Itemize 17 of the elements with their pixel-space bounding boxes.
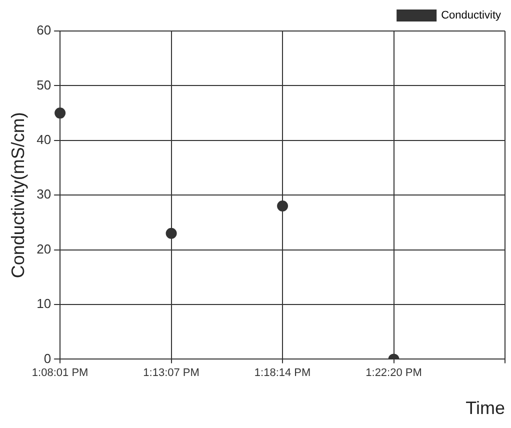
y-tick-label: 10 bbox=[36, 296, 52, 312]
x-tick-label: 1:13:07 PM bbox=[143, 366, 200, 379]
y-tick-label: 50 bbox=[36, 77, 52, 92]
point bbox=[54, 108, 66, 119]
y-tick-label: 60 bbox=[36, 22, 52, 38]
y-tick-label: 30 bbox=[36, 186, 52, 202]
point bbox=[166, 228, 177, 239]
y-tick-label: 0 bbox=[44, 350, 52, 366]
y-tick-label: 40 bbox=[36, 132, 52, 147]
x-tick-label: 1:08:01 PM bbox=[32, 366, 88, 379]
x-tick-label: 1:18:14 PM bbox=[254, 366, 311, 379]
point bbox=[277, 200, 288, 212]
legend-label: Conductivity bbox=[441, 10, 502, 22]
x-tick-label: 1:22:20 PM bbox=[366, 366, 422, 379]
y-axis-title: Conductivity(mS/cm) bbox=[8, 112, 28, 278]
y-tick-label: 20 bbox=[36, 241, 52, 256]
x-axis-title: Time bbox=[466, 398, 505, 418]
